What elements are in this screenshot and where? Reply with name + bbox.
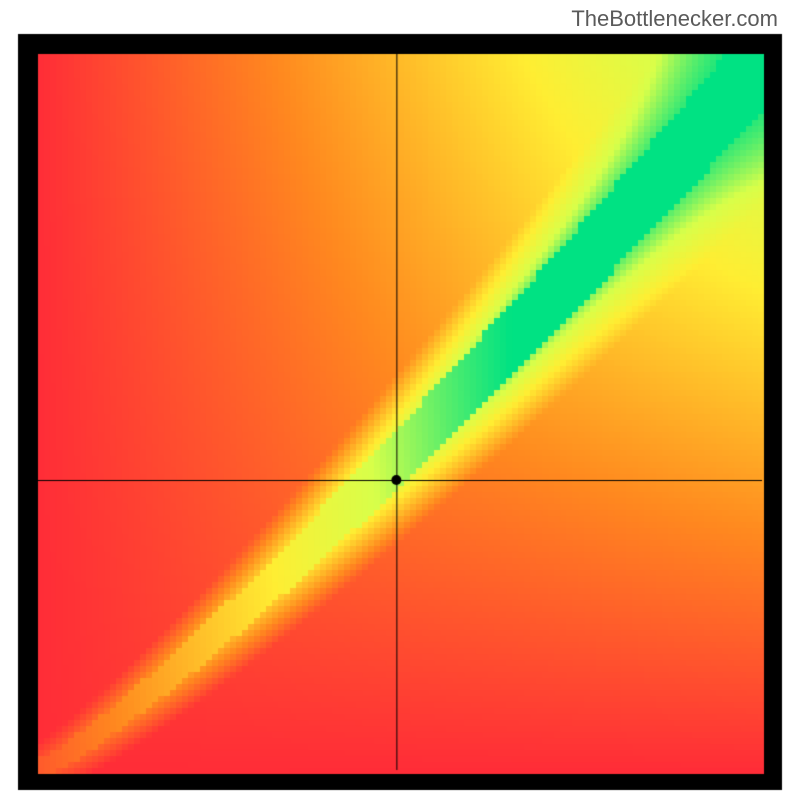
chart-container: TheBottlenecker.com — [0, 0, 800, 800]
watermark-text: TheBottlenecker.com — [571, 6, 778, 32]
bottleneck-heatmap-canvas — [0, 0, 800, 800]
